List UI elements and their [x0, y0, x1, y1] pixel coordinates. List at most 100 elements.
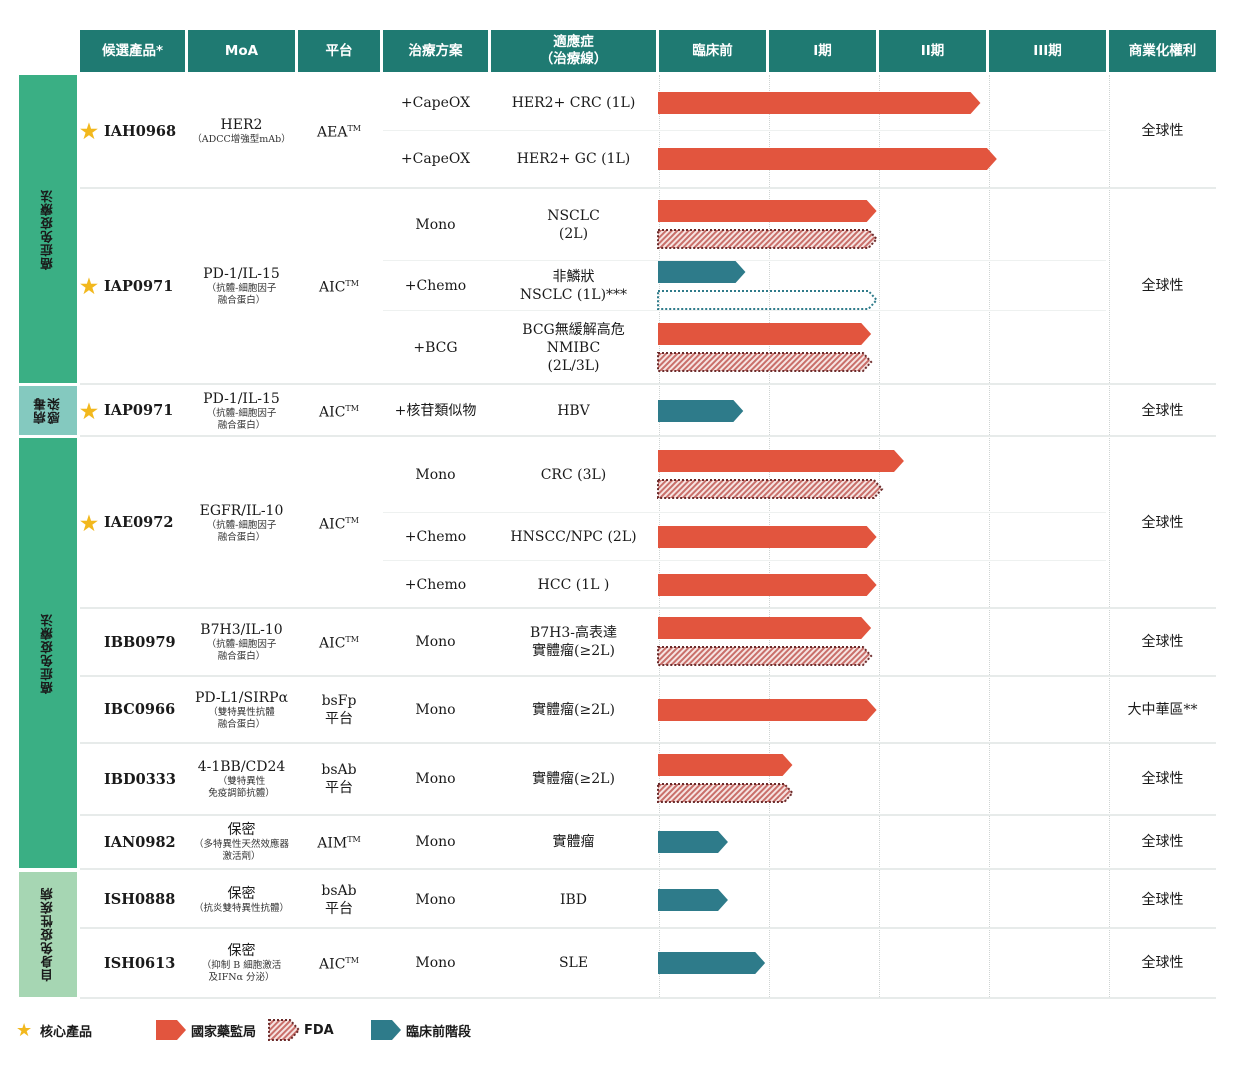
row-separator	[80, 814, 1216, 816]
commercial-rights: 大中華區**	[1127, 701, 1198, 718]
category-cat3: 癌症免疫療法	[19, 438, 77, 868]
legend-label: 臨床前階段	[406, 1024, 472, 1040]
indication-cell: HBV	[557, 402, 590, 419]
regimen-cell: Mono	[415, 701, 456, 718]
platform-name-wrap: AEATM	[317, 120, 361, 142]
commercial-rights: 全球性	[1141, 123, 1184, 139]
candidate-name: IAP0971	[104, 277, 174, 295]
moa-cell: 保密 （抗炎雙特異性抗體）	[188, 872, 295, 927]
regimen-cell: Mono	[415, 216, 456, 233]
platform-name-wrap: AICTM	[319, 275, 359, 297]
legend-fda: FDA	[268, 1019, 334, 1041]
moa-cell: PD-L1/SIRPα （雙特異性抗體 融合蛋白）	[188, 677, 295, 742]
row-separator	[80, 997, 1216, 999]
indication-cell: BCG無緩解高危 NMIBC (2L/3L)	[522, 321, 625, 374]
moa-name: HER2	[220, 117, 263, 133]
platform-name-wrap: AIMTM	[317, 831, 361, 853]
bar-preclinical	[658, 831, 728, 853]
row-separator	[80, 607, 1216, 609]
legend-core: ★ 核心產品	[16, 1020, 92, 1041]
header-4: 適應症 （治療線）	[491, 30, 656, 72]
category-label: 癌症免疫療法	[40, 188, 55, 270]
subrow-separator	[383, 512, 1106, 513]
moa-cell: EGFR/IL-10 （抗體-細胞因子 融合蛋白）	[188, 438, 295, 607]
indication-cell: NSCLC (2L)	[547, 207, 600, 242]
platform-name: AEA	[317, 124, 348, 141]
row-separator	[80, 187, 1216, 189]
header-6: I期	[769, 30, 876, 72]
bar-nmpa	[658, 573, 877, 596]
legend-label: 國家藥監局	[191, 1024, 257, 1040]
category-cat1: 癌症免疫療法	[19, 75, 77, 383]
bar-planned	[657, 290, 878, 310]
phase-divider	[1109, 75, 1110, 997]
star-icon: ★	[80, 398, 98, 423]
commercial-rights: 全球性	[1141, 514, 1184, 531]
regimen-cell: +BCG	[413, 339, 458, 356]
row-separator	[80, 435, 1216, 437]
trademark: TM	[345, 403, 359, 413]
legend-preclinical: 臨床前階段	[370, 1020, 471, 1040]
subrow-separator	[383, 130, 1106, 131]
platform-cell: AICTM	[298, 929, 380, 997]
phase-divider	[989, 75, 990, 997]
trademark: TM	[345, 956, 359, 966]
moa-cell: B7H3/IL-10 （抗體-細胞因子 融合蛋白）	[188, 609, 295, 675]
category-label: 癌症免疫療法	[40, 612, 55, 694]
header-0: 候選產品*	[80, 30, 185, 72]
platform-cell: AICTM	[298, 609, 380, 675]
candidate-ish0888: ISH0888	[80, 872, 185, 927]
indication-cell: HER2+ CRC (1L)	[511, 94, 636, 111]
bar-fda	[657, 228, 878, 249]
moa-cell: PD-1/IL-15 （抗體-細胞因子 融合蛋白）	[188, 386, 295, 435]
trademark: TM	[347, 124, 361, 134]
commercial-rights: 全球性	[1141, 955, 1184, 971]
platform-name-wrap: AICTM	[319, 512, 359, 534]
moa-description: （抗體-細胞因子 融合蛋白）	[206, 519, 277, 543]
bar-nmpa	[658, 698, 877, 721]
candidate-name: ISH0613	[104, 954, 176, 972]
moa-description: （多特異性天然效應器 激活劑）	[193, 839, 289, 862]
candidate-ish0613: ISH0613	[80, 929, 185, 997]
commercial-rights: 全球性	[1141, 771, 1184, 787]
phase-divider	[879, 75, 880, 997]
indication-cell: HCC (1L )	[537, 576, 610, 593]
bar-nmpa	[658, 322, 872, 345]
trademark: TM	[347, 835, 361, 845]
legend-label: FDA	[304, 1022, 334, 1038]
regimen-cell: +Chemo	[404, 576, 467, 593]
legend-nmpa: 國家藥監局	[155, 1020, 256, 1040]
candidate-name: IAN0982	[104, 833, 176, 851]
commercial-rights: 全球性	[1141, 834, 1184, 850]
trademark: TM	[345, 279, 359, 289]
moa-name: PD-1/IL-15	[203, 266, 280, 282]
platform-cell: AIMTM	[298, 816, 380, 868]
moa-description: （ADCC增強型mAb）	[192, 134, 291, 145]
indication-cell: SLE	[558, 955, 589, 971]
indication-cell: B7H3-高表達 實體瘤(≥2L)	[529, 625, 618, 659]
indication-cell: 實體瘤(≥2L)	[532, 771, 615, 787]
candidate-name: IBB0979	[104, 633, 176, 651]
regimen-cell: Mono	[415, 634, 456, 650]
platform-name: bsAb 平台	[321, 762, 357, 796]
row-separator	[80, 927, 1216, 929]
bar-preclinical	[658, 888, 728, 911]
category-label: 自身免疫性疾病	[40, 887, 55, 982]
moa-description: （雙特異性抗體 融合蛋白）	[208, 706, 275, 730]
bar-preclinical	[658, 399, 744, 422]
row-separator	[80, 868, 1216, 870]
platform-cell: AICTM	[298, 438, 380, 607]
subrow-separator	[383, 260, 1106, 261]
moa-cell: HER2 （ADCC增強型mAb）	[188, 75, 295, 187]
commercial-rights: 全球性	[1141, 634, 1184, 650]
regimen-cell: Mono	[415, 955, 456, 971]
platform-cell: AEATM	[298, 75, 380, 187]
platform-name-wrap: AICTM	[319, 952, 359, 974]
trademark: TM	[345, 515, 359, 525]
platform-name: AIC	[319, 956, 346, 973]
bar-preclinical	[658, 952, 766, 974]
legend-swatch-preclinical	[371, 1020, 401, 1040]
row-separator	[80, 742, 1216, 744]
platform-cell: AICTM	[298, 189, 380, 383]
